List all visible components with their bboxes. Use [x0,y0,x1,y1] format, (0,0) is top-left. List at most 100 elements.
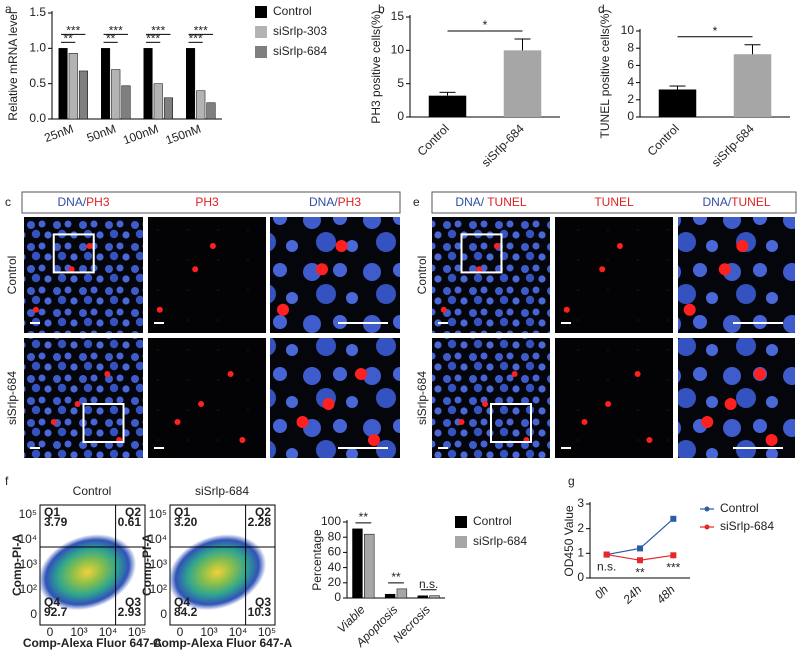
quadrant-name: Q3 [255,595,271,609]
bar [68,53,78,120]
header-part: TUNEL [731,195,771,209]
quadrant-value: 92.7 [44,605,68,619]
y-tick-label: 3 [577,496,584,510]
header-part: PH3 [86,195,110,209]
header-part: DNA [455,195,480,209]
signal-spot [192,266,199,273]
panel-letter: f [5,474,9,488]
zoom-box [460,233,503,274]
y-axis-label: TUNEL positive cells(%) [598,10,612,139]
bar [429,595,440,599]
bar [121,85,131,120]
signal-spot [493,243,500,249]
micrograph [270,338,400,458]
header-part: DNA [309,195,334,209]
panel-letter: d [598,2,605,16]
header-part: / [334,195,338,209]
micrograph [555,338,673,458]
header-frame [431,191,797,214]
y-tick-label: 10 [391,43,405,57]
legend-label: siSrlp-303 [273,24,327,38]
signal-spot [683,303,696,316]
bar [384,593,396,599]
y-tick-label: 2 [577,521,584,535]
flow-y-tick: 10³ [20,557,37,571]
panel-letter: g [568,474,575,488]
bar [503,50,542,118]
y-tick-label: 8 [627,40,634,54]
bar [186,48,196,120]
density-cloud [168,534,267,611]
signal-spot [277,303,289,316]
column-header: DNA/ TUNEL [455,195,526,209]
panel-letter: c [5,195,11,209]
point [637,557,643,564]
flow-y-tick: 10⁵ [19,507,37,521]
signal-spot [355,368,367,380]
significance-label: *** [189,32,203,46]
flow-y-tick: 0 [160,607,167,621]
point [670,515,677,522]
y-axis-label: Percentage [310,529,324,591]
bar [658,89,697,117]
signal-spot [563,306,570,313]
signal-spot [50,419,57,425]
legend-marker [704,506,710,512]
bar [111,69,121,120]
y-tick-label: 0.5 [29,76,46,90]
signal-spot [239,437,246,443]
micrograph [555,217,673,333]
flow-y-label: Comp-PI-A [140,534,154,596]
significance-label: *** [146,32,160,46]
signal-spot [476,266,483,273]
significance-label: *** [109,24,123,38]
flow-x-tick: 0 [47,625,54,639]
signal-spot [605,401,612,407]
y-tick-label: 1.5 [29,5,46,19]
y-tick-label: 0 [334,590,341,604]
row-label: siSrlp-684 [415,371,429,425]
header-part: DNA [57,195,82,209]
zoom-box [82,403,125,443]
quadrant-name: Q1 [174,505,190,519]
legend-label: Control [720,501,759,515]
bar [143,48,153,120]
flow-y-label: Comp-PI-A [10,534,24,596]
y-axis-label: PH3 positive cells(%) [369,10,383,123]
signal-spot [174,419,181,425]
bar [352,528,363,599]
y-tick-label: 0 [397,109,404,123]
header-part: TUNEL [594,195,634,209]
signal-spot [511,371,518,377]
significance-label: * [483,18,488,32]
legend-marker [704,524,710,530]
signal-spot [335,240,348,252]
legend-label: siSrlp-684 [273,44,327,58]
header-part: PH3 [338,195,362,209]
row-label: siSrlp-684 [5,371,19,425]
header-part: / [728,195,732,209]
bar [396,588,408,599]
micrograph [148,338,266,458]
y-tick-label: 80 [328,529,342,543]
y-tick-label: 0.0 [29,111,46,125]
x-tick-label: 25nM [42,122,75,145]
quadrant-value: 2.28 [248,515,272,529]
significance-label: n.s. [597,560,616,574]
legend-swatch [455,516,467,528]
flow-y-tick: 0 [30,607,37,621]
legend-label: siSrlp-684 [720,519,774,533]
header-part: TUNEL [487,195,527,209]
y-tick-label: 40 [328,560,342,574]
bar [428,95,467,117]
y-tick-label: 1.0 [29,41,46,55]
signal-spot [482,401,489,407]
flow-x-tick: 0 [177,625,184,639]
header-part: / [83,195,87,209]
y-tick-label: 100 [321,514,341,528]
density-cloud [38,534,137,611]
bar [364,533,375,599]
quadrant-name: Q3 [125,595,141,609]
signal-spot [616,243,623,249]
